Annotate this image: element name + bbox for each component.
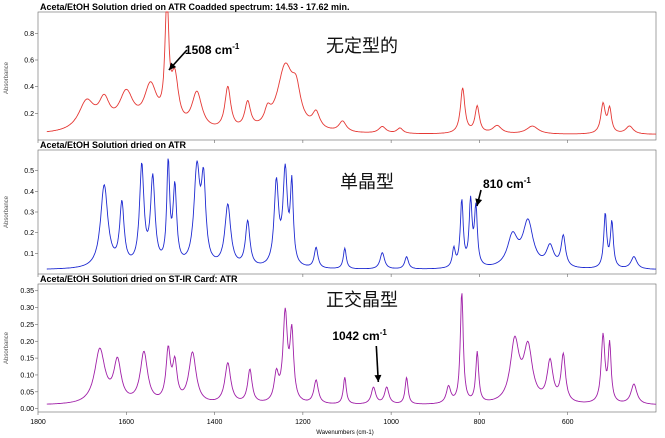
panel-1-frame bbox=[37, 11, 657, 141]
y-tick-label: 0.05 bbox=[20, 389, 34, 396]
y-tick-label: 0.2 bbox=[24, 111, 34, 118]
y-tick-label: 0.4 bbox=[24, 189, 34, 196]
x-tick-label: 1800 bbox=[30, 419, 46, 426]
annotation-arrowhead-2 bbox=[475, 198, 483, 206]
x-tick-label: 800 bbox=[474, 419, 486, 426]
panel-2-ylabel: Absorbance bbox=[4, 195, 10, 228]
spectrum-line-2 bbox=[46, 158, 656, 270]
y-tick-label: 0.4 bbox=[24, 84, 34, 91]
panel-3-series-label: 正交晶型 bbox=[326, 290, 398, 311]
x-tick-label: 1600 bbox=[118, 419, 134, 426]
panel-2-frame bbox=[37, 149, 657, 275]
y-tick-label: 0.8 bbox=[24, 31, 34, 38]
panel-1-ylabel: Absorbance bbox=[4, 61, 10, 94]
x-tick-label: 600 bbox=[562, 419, 574, 426]
annotation-arrowhead-3 bbox=[374, 374, 382, 382]
y-tick-label: 0.2 bbox=[24, 230, 34, 237]
panel-1-title: Aceta/EtOH Solution dried on ATR Coadded… bbox=[40, 2, 350, 12]
y-tick-label: 0.30 bbox=[20, 305, 34, 312]
y-tick-label: 0.00 bbox=[20, 406, 34, 413]
y-tick-label: 0.10 bbox=[20, 372, 34, 379]
y-tick-label: 0.35 bbox=[20, 288, 34, 295]
panel-2-series-label: 单晶型 bbox=[340, 172, 394, 193]
x-tick-label: 1000 bbox=[383, 419, 399, 426]
y-tick-label: 0.1 bbox=[24, 251, 34, 258]
y-tick-label: 0.3 bbox=[24, 210, 34, 217]
x-tick-label: 1200 bbox=[295, 419, 311, 426]
x-axis-label: Wavenumbers (cm-1) bbox=[316, 430, 373, 436]
y-tick-label: 0.25 bbox=[20, 322, 34, 329]
peak-annotation-1: 1508 cm-1 bbox=[185, 42, 240, 57]
y-tick-label: 0.5 bbox=[24, 168, 34, 175]
panel-3-frame bbox=[37, 283, 657, 413]
spectrum-line-1 bbox=[46, 11, 657, 135]
y-tick-label: 0.15 bbox=[20, 356, 34, 363]
panel-2-title: Aceta/EtOH Solution dried on ATR bbox=[40, 140, 187, 150]
annotation-arrowhead-1 bbox=[168, 62, 177, 70]
panel-1-series-label: 无定型的 bbox=[326, 36, 398, 57]
x-tick-label: 1400 bbox=[207, 419, 223, 426]
panel-3-ylabel: Absorbance bbox=[4, 331, 10, 364]
panel-3-title: Aceta/EtOH Solution dried on ST-IR Card:… bbox=[40, 274, 238, 284]
spectrum-line-3 bbox=[46, 293, 656, 405]
peak-annotation-2: 810 cm-1 bbox=[483, 176, 531, 191]
peak-annotation-3: 1042 cm-1 bbox=[332, 328, 387, 343]
y-tick-label: 0.20 bbox=[20, 339, 34, 346]
y-tick-label: 0.6 bbox=[24, 58, 34, 65]
